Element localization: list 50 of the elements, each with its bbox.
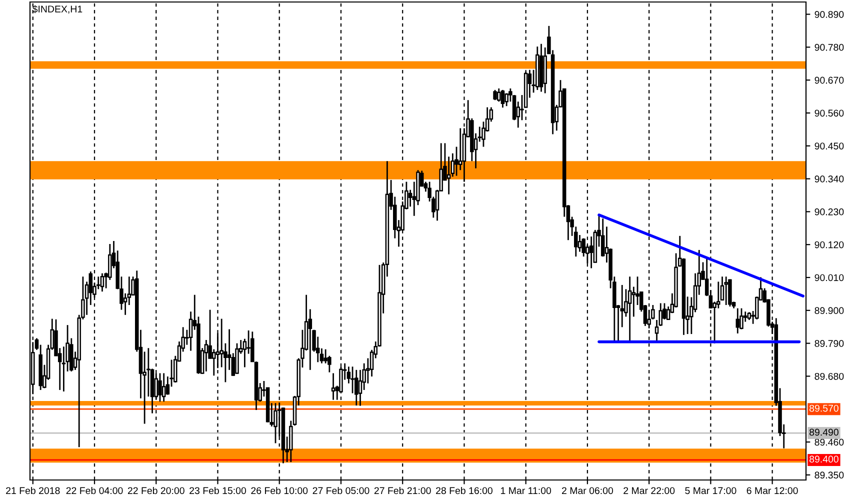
x-tick-label: 27 Feb 05:00 xyxy=(312,486,370,494)
x-tick-label: 21 Feb 2018 xyxy=(6,486,60,494)
y-tick-label: 89.460 xyxy=(814,438,844,446)
x-tick-label: 23 Feb 15:00 xyxy=(190,486,246,494)
candlestick xyxy=(350,366,354,394)
candlestick xyxy=(666,306,670,321)
y-tick-label: 90.230 xyxy=(814,208,844,216)
y-tick-label: 90.780 xyxy=(814,44,844,51)
candlestick xyxy=(331,372,336,401)
candlestick xyxy=(628,276,632,342)
y-tick-label: 90.670 xyxy=(814,76,844,84)
x-tick-label: 2 Mar 06:00 xyxy=(562,487,614,494)
candlestick xyxy=(740,308,744,330)
candlestick xyxy=(324,348,328,364)
candlestick xyxy=(274,402,278,444)
ref-line-label: 89.570 xyxy=(810,404,838,412)
y-tick-label: 90.560 xyxy=(814,110,844,117)
x-tick-label: 2 Mar 22:00 xyxy=(624,487,675,494)
candlestick xyxy=(496,88,501,102)
x-tick-label: 5 Mar 17:00 xyxy=(685,487,736,494)
y-tick-label: 90.450 xyxy=(814,142,844,150)
ref-line-label: 89.490 xyxy=(810,428,838,436)
y-tick-label: 89.790 xyxy=(814,340,844,347)
x-tick-label: 27 Feb 21:00 xyxy=(374,486,431,494)
y-tick-label: 90.890 xyxy=(814,11,844,18)
y-tick-label: 89.900 xyxy=(814,307,844,314)
x-tick-label: 28 Feb 16:00 xyxy=(436,486,492,494)
candlestick xyxy=(589,236,594,269)
x-tick-label: 1 Mar 11:00 xyxy=(500,487,552,494)
ref-line-label: 89.400 xyxy=(810,456,838,463)
x-tick-label: 22 Feb 04:00 xyxy=(66,486,123,494)
candlestick xyxy=(158,372,162,402)
x-tick-label: 6 Mar 12:00 xyxy=(746,487,798,494)
y-tick-label: 90.120 xyxy=(814,241,844,248)
x-tick-label: 22 Feb 20:00 xyxy=(128,486,184,494)
candlestick xyxy=(100,272,104,292)
y-tick-label: 89.680 xyxy=(814,372,844,380)
candlestick xyxy=(500,89,505,108)
y-tick-label: 90.010 xyxy=(814,274,844,282)
candlestick xyxy=(504,92,508,107)
candlestick xyxy=(162,372,166,402)
candlestick xyxy=(493,89,497,101)
candlestick xyxy=(446,156,451,196)
y-tick-label: 90.340 xyxy=(814,176,844,182)
candlestick xyxy=(724,276,728,306)
chart-title: $INDEX,H1 xyxy=(32,5,82,14)
candlestick xyxy=(354,369,358,406)
y-tick-label: 89.350 xyxy=(814,472,844,479)
x-tick-label: 26 Feb 10:00 xyxy=(251,486,308,494)
candlestick xyxy=(736,308,740,334)
